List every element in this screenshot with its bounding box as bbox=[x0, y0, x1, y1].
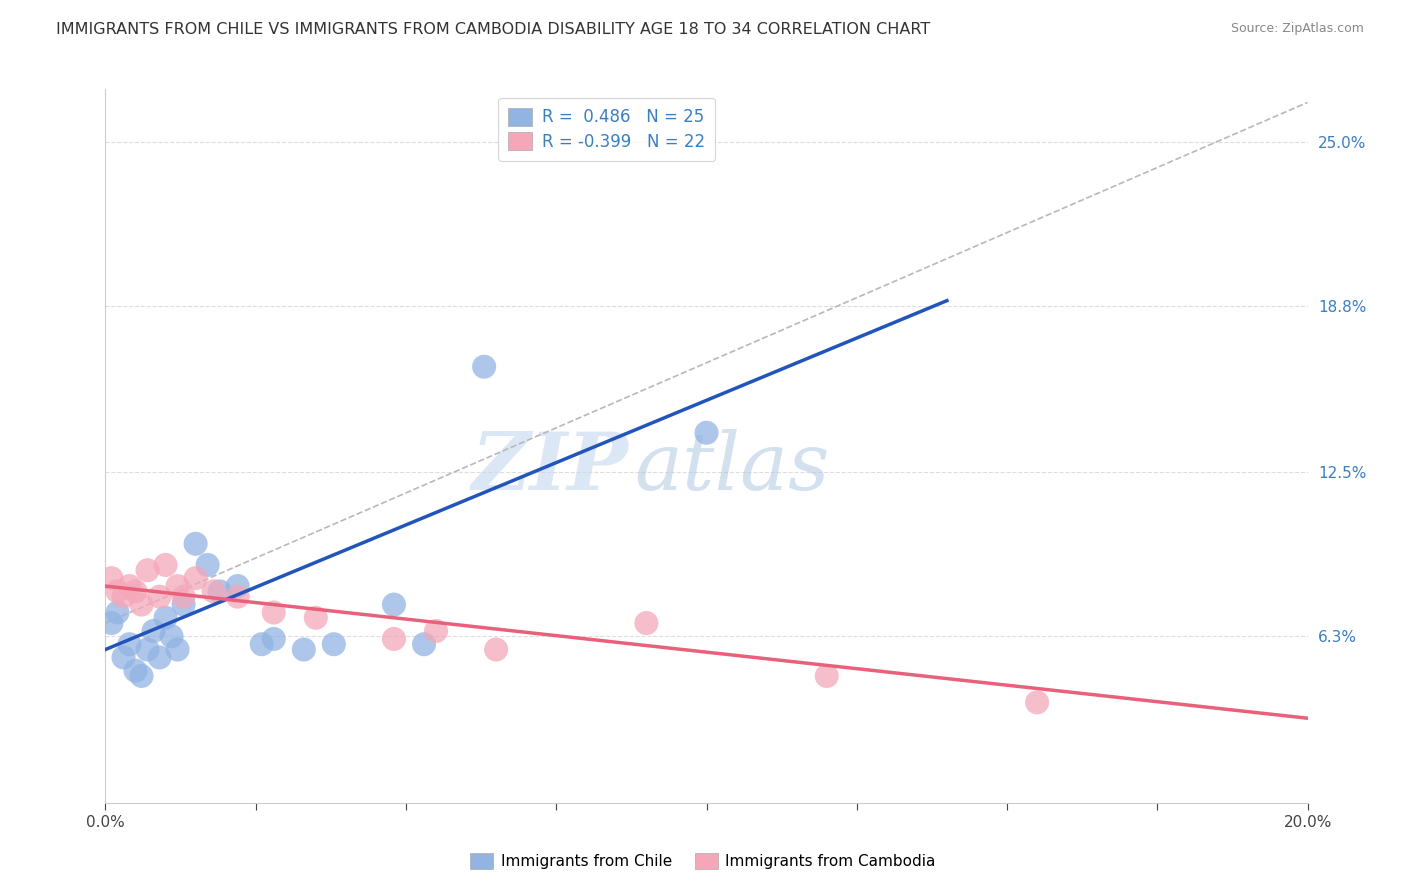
Point bbox=[142, 624, 165, 638]
Point bbox=[107, 584, 129, 599]
Point bbox=[208, 584, 231, 599]
Text: IMMIGRANTS FROM CHILE VS IMMIGRANTS FROM CAMBODIA DISABILITY AGE 18 TO 34 CORREL: IMMIGRANTS FROM CHILE VS IMMIGRANTS FROM… bbox=[56, 22, 931, 37]
Point bbox=[118, 637, 141, 651]
Point bbox=[148, 590, 170, 604]
Point bbox=[382, 632, 405, 646]
Point bbox=[100, 616, 122, 631]
Point bbox=[136, 563, 159, 577]
Legend: Immigrants from Chile, Immigrants from Cambodia: Immigrants from Chile, Immigrants from C… bbox=[464, 847, 942, 875]
Text: atlas: atlas bbox=[634, 429, 830, 506]
Point bbox=[184, 537, 207, 551]
Point bbox=[696, 425, 718, 440]
Point bbox=[112, 590, 135, 604]
Point bbox=[100, 571, 122, 585]
Point bbox=[166, 579, 188, 593]
Point bbox=[173, 590, 195, 604]
Point bbox=[131, 669, 153, 683]
Point bbox=[305, 611, 328, 625]
Point bbox=[131, 598, 153, 612]
Point bbox=[382, 598, 405, 612]
Point bbox=[250, 637, 273, 651]
Point bbox=[815, 669, 838, 683]
Point bbox=[263, 606, 285, 620]
Text: Source: ZipAtlas.com: Source: ZipAtlas.com bbox=[1230, 22, 1364, 36]
Point bbox=[485, 642, 508, 657]
Point bbox=[155, 558, 177, 572]
Point bbox=[263, 632, 285, 646]
Legend: R =  0.486   N = 25, R = -0.399   N = 22: R = 0.486 N = 25, R = -0.399 N = 22 bbox=[499, 97, 714, 161]
Text: ZIP: ZIP bbox=[471, 429, 628, 506]
Point bbox=[472, 359, 495, 374]
Point bbox=[124, 584, 146, 599]
Point bbox=[136, 642, 159, 657]
Point bbox=[155, 611, 177, 625]
Point bbox=[197, 558, 219, 572]
Point bbox=[124, 664, 146, 678]
Point bbox=[112, 650, 135, 665]
Point bbox=[1026, 695, 1049, 709]
Point bbox=[148, 650, 170, 665]
Point bbox=[636, 616, 658, 631]
Point bbox=[173, 598, 195, 612]
Point bbox=[292, 642, 315, 657]
Point bbox=[202, 584, 225, 599]
Point bbox=[118, 579, 141, 593]
Point bbox=[107, 606, 129, 620]
Point bbox=[226, 579, 249, 593]
Point bbox=[425, 624, 447, 638]
Point bbox=[322, 637, 344, 651]
Point bbox=[226, 590, 249, 604]
Point bbox=[184, 571, 207, 585]
Point bbox=[166, 642, 188, 657]
Point bbox=[160, 629, 183, 643]
Point bbox=[413, 637, 436, 651]
